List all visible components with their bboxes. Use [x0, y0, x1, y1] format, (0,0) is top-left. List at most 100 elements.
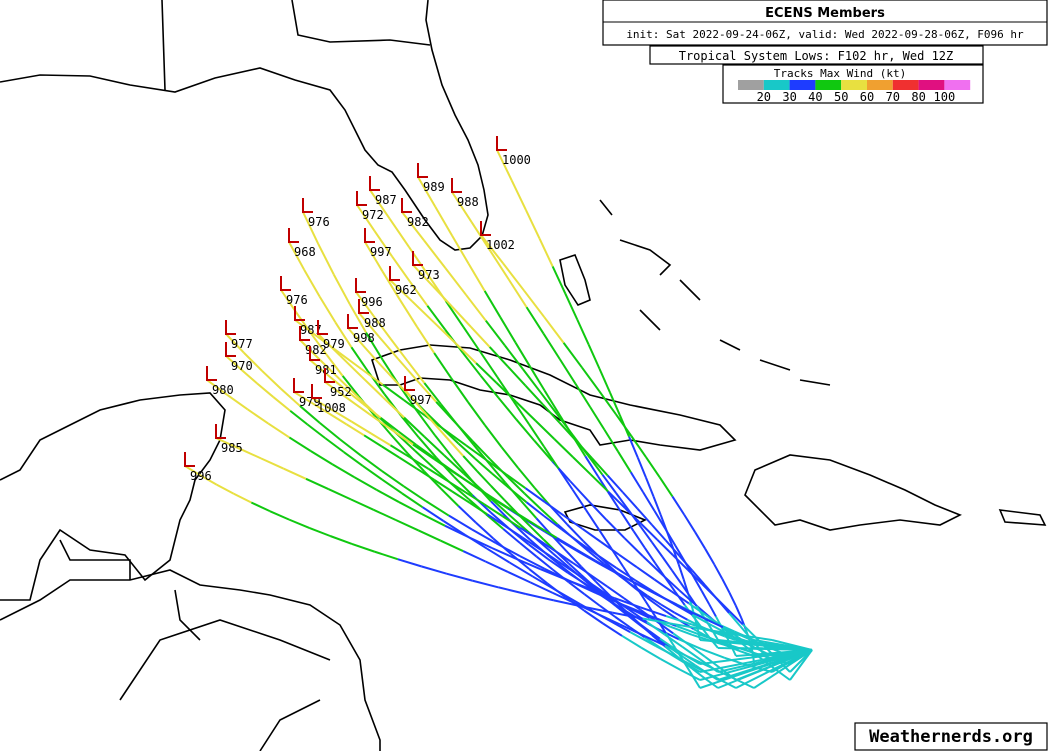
- track-segment: [474, 457, 493, 475]
- track-segment: [508, 279, 528, 308]
- low-marker: [369, 176, 380, 191]
- track-segment: [206, 379, 228, 396]
- track-segment: [525, 501, 545, 517]
- track-segment: [509, 561, 534, 578]
- track-segment: [670, 625, 693, 636]
- track-segment: [528, 568, 548, 585]
- track-segment: [365, 332, 384, 361]
- track-segment: [552, 552, 571, 569]
- track-segment: [289, 409, 309, 426]
- track-segment: [613, 570, 634, 583]
- track-segment: [471, 579, 499, 589]
- track-segment: [652, 496, 662, 516]
- track-segment: [581, 528, 602, 543]
- track-segment: [467, 263, 486, 292]
- track-segment: [694, 531, 707, 550]
- track-segment: [751, 645, 773, 657]
- legend-swatch: [815, 80, 842, 90]
- track-segment: [522, 536, 541, 551]
- low-marker: [317, 320, 328, 335]
- track-segment: [346, 423, 365, 437]
- track-segment: [507, 365, 527, 387]
- track-segment: [485, 459, 507, 475]
- track-segment: [398, 456, 418, 470]
- track-segment: [433, 321, 457, 344]
- track-segment: [409, 456, 430, 470]
- track-segment: [423, 436, 445, 457]
- track-segment: [247, 408, 269, 425]
- track-segment: [572, 562, 591, 576]
- track-segment: [572, 456, 592, 476]
- track-segment: [632, 580, 653, 593]
- track-segment: [614, 615, 631, 629]
- track-segment: [390, 434, 409, 454]
- low-marker: [496, 136, 507, 151]
- track-segment: [557, 467, 574, 491]
- track-segment: [391, 255, 411, 282]
- track-segment: [574, 382, 592, 408]
- low-marker: [412, 251, 423, 266]
- track-segment: [486, 513, 506, 527]
- track-segment: [467, 536, 493, 549]
- track-segment: [680, 582, 690, 596]
- track-segment: [363, 434, 383, 448]
- low-label: 997: [370, 245, 392, 259]
- track-segment: [639, 526, 653, 543]
- track-segment: [444, 524, 469, 538]
- low-label: 997: [410, 393, 432, 407]
- track-segment: [603, 594, 617, 606]
- track-segment: [319, 422, 341, 441]
- low-label: 979: [323, 337, 345, 351]
- track-segment: [724, 635, 737, 641]
- track-segment: [317, 243, 335, 275]
- legend-label: 100: [934, 90, 956, 104]
- track-segment: [515, 401, 537, 422]
- low-label: 996: [190, 469, 212, 483]
- track-segment: [361, 376, 385, 399]
- track-segment: [434, 434, 455, 460]
- legend-swatch: [789, 80, 816, 90]
- track-segment: [426, 305, 446, 331]
- track-segment: [411, 300, 435, 324]
- track-segment: [651, 590, 671, 603]
- track-segment: [565, 550, 582, 568]
- track-segment: [421, 506, 445, 522]
- low-marker: [293, 378, 304, 393]
- track-segment: [382, 383, 405, 402]
- track-segment: [497, 397, 518, 421]
- track-segment: [310, 450, 333, 466]
- track-segment: [448, 439, 464, 457]
- track-segment: [362, 402, 382, 419]
- track-segment: [642, 491, 656, 512]
- low-label: 982: [407, 215, 429, 229]
- track-segment: [445, 300, 465, 328]
- track-segment: [534, 420, 556, 440]
- track-segment: [671, 569, 682, 584]
- track-segment: [653, 510, 667, 530]
- track-segment: [303, 269, 321, 297]
- track-segment: [609, 494, 624, 515]
- track-segment: [331, 408, 353, 423]
- track-segment: [576, 318, 590, 345]
- track-segment: [233, 492, 252, 504]
- track-segment: [375, 488, 400, 503]
- track-segment: [417, 176, 437, 208]
- header-title: ECENS Members: [765, 6, 885, 21]
- track-segment: [308, 526, 331, 537]
- track-segment: [624, 507, 643, 525]
- low-label: 987: [300, 323, 322, 337]
- track-segment: [549, 556, 572, 575]
- track-segment: [609, 391, 621, 416]
- track-segment: [442, 520, 466, 536]
- track-segment: [721, 578, 731, 594]
- track-segment: [543, 390, 560, 414]
- track-segment: [607, 490, 626, 509]
- track-segment: [644, 600, 657, 619]
- legend-label: 30: [782, 90, 796, 104]
- low-label: 998: [353, 331, 375, 345]
- track-segment: [564, 292, 579, 320]
- track-segment: [502, 262, 525, 292]
- track-segment: [630, 435, 647, 458]
- track-segment: [416, 410, 436, 437]
